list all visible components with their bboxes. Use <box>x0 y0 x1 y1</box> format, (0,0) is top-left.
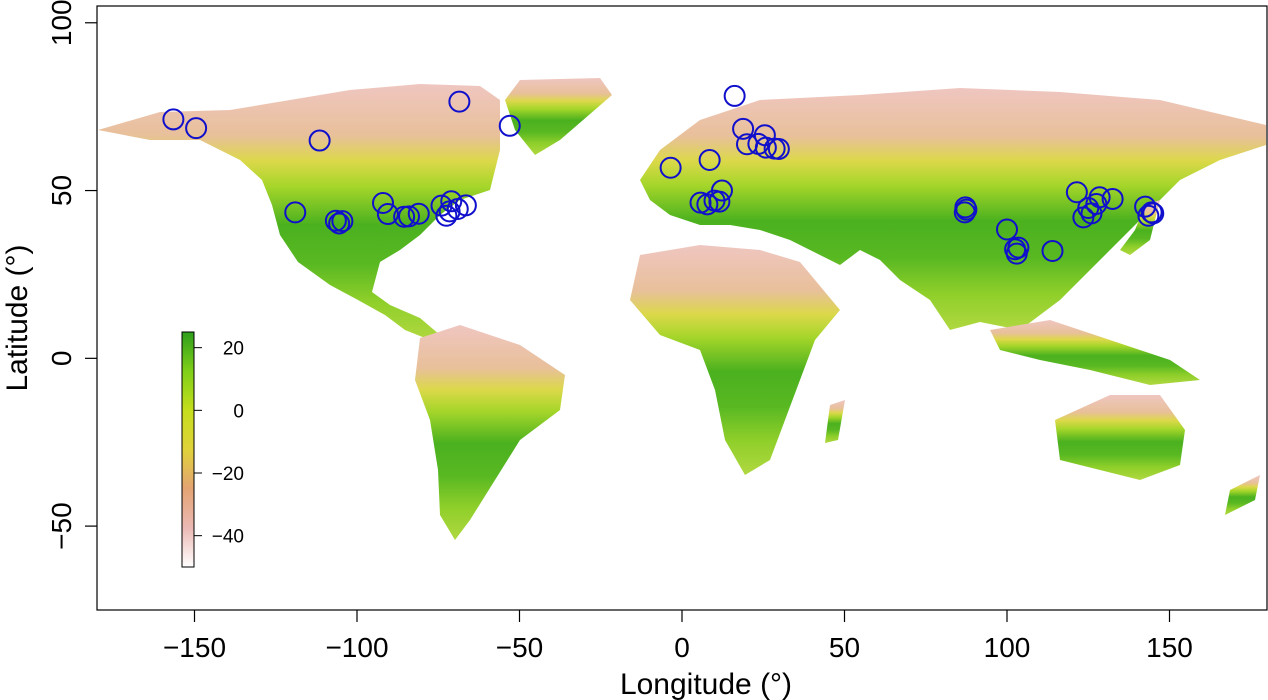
sample-point <box>1134 195 1157 218</box>
y-tick-label: 50 <box>46 175 77 206</box>
madagascar-landmass <box>825 400 845 443</box>
sample-point <box>435 204 458 227</box>
africa-landmass <box>630 245 840 475</box>
x-axis: −150 −100 −50 0 50 100 150 <box>163 610 1193 663</box>
sample-point <box>407 202 430 225</box>
australia-landmass <box>1055 395 1185 480</box>
sample-point <box>996 218 1018 241</box>
sample-point <box>454 194 477 217</box>
sample-point <box>324 209 347 232</box>
colorbar: 20 0 −20 −40 <box>181 331 244 568</box>
sample-points-layer <box>162 84 1165 265</box>
x-tick-label: −100 <box>325 632 388 663</box>
x-tick-label: −150 <box>163 632 226 663</box>
x-tick-label: 100 <box>984 632 1031 663</box>
sample-point <box>754 136 777 159</box>
sample-point <box>732 117 755 140</box>
x-tick-label: 0 <box>674 632 690 663</box>
colorbar-tick-label: −40 <box>212 527 244 548</box>
y-axis: −50 0 50 100 <box>46 0 97 550</box>
sample-point <box>162 108 185 131</box>
sample-point <box>440 190 463 213</box>
sample-point <box>498 114 521 137</box>
sample-point <box>1007 236 1030 259</box>
southeast-asia-islands <box>990 320 1200 385</box>
sample-point <box>185 117 208 140</box>
sample-point <box>710 179 733 202</box>
x-tick-label: 50 <box>829 632 860 663</box>
colorbar-ticks: 20 0 −20 −40 <box>194 339 244 548</box>
y-tick-label: 0 <box>46 351 77 367</box>
eurasia-landmass <box>640 88 1266 330</box>
sample-point <box>1065 181 1088 204</box>
x-tick-label: −50 <box>496 632 544 663</box>
sample-point <box>723 84 746 107</box>
y-tick-label: 100 <box>46 0 77 46</box>
sample-point <box>331 210 354 233</box>
x-tick-label: 150 <box>1146 632 1193 663</box>
sample-point <box>372 191 394 214</box>
colorbar-tick-label: 20 <box>223 339 244 360</box>
sample-point <box>308 129 331 152</box>
sample-point <box>1088 186 1111 209</box>
sample-point <box>398 205 420 228</box>
greenland-landmass <box>505 78 612 155</box>
sample-point <box>448 90 471 113</box>
sample-point <box>1101 187 1124 210</box>
y-axis-label: Latitude (°) <box>1 244 34 391</box>
sample-point <box>1142 202 1165 225</box>
sample-point <box>955 198 978 221</box>
japan-landmass <box>1120 200 1160 255</box>
new-zealand-landmass <box>1225 475 1260 515</box>
colorbar-tick-label: −20 <box>212 464 244 485</box>
sample-point <box>1041 239 1064 262</box>
colorbar-box <box>181 331 195 568</box>
sample-point <box>376 203 399 226</box>
colorbar-tick-label: 0 <box>233 401 244 422</box>
x-axis-label: Longitude (°) <box>620 668 792 700</box>
sample-point <box>698 149 721 172</box>
sample-point <box>284 201 307 224</box>
sample-point <box>767 137 790 160</box>
south-america-landmass <box>415 325 565 540</box>
sample-point <box>659 156 682 179</box>
land-layer <box>98 78 1266 540</box>
sample-point <box>708 190 731 213</box>
sample-point <box>328 212 351 235</box>
north-america-landmass <box>98 84 500 340</box>
sample-point <box>438 200 461 223</box>
y-tick-label: −50 <box>46 502 77 550</box>
